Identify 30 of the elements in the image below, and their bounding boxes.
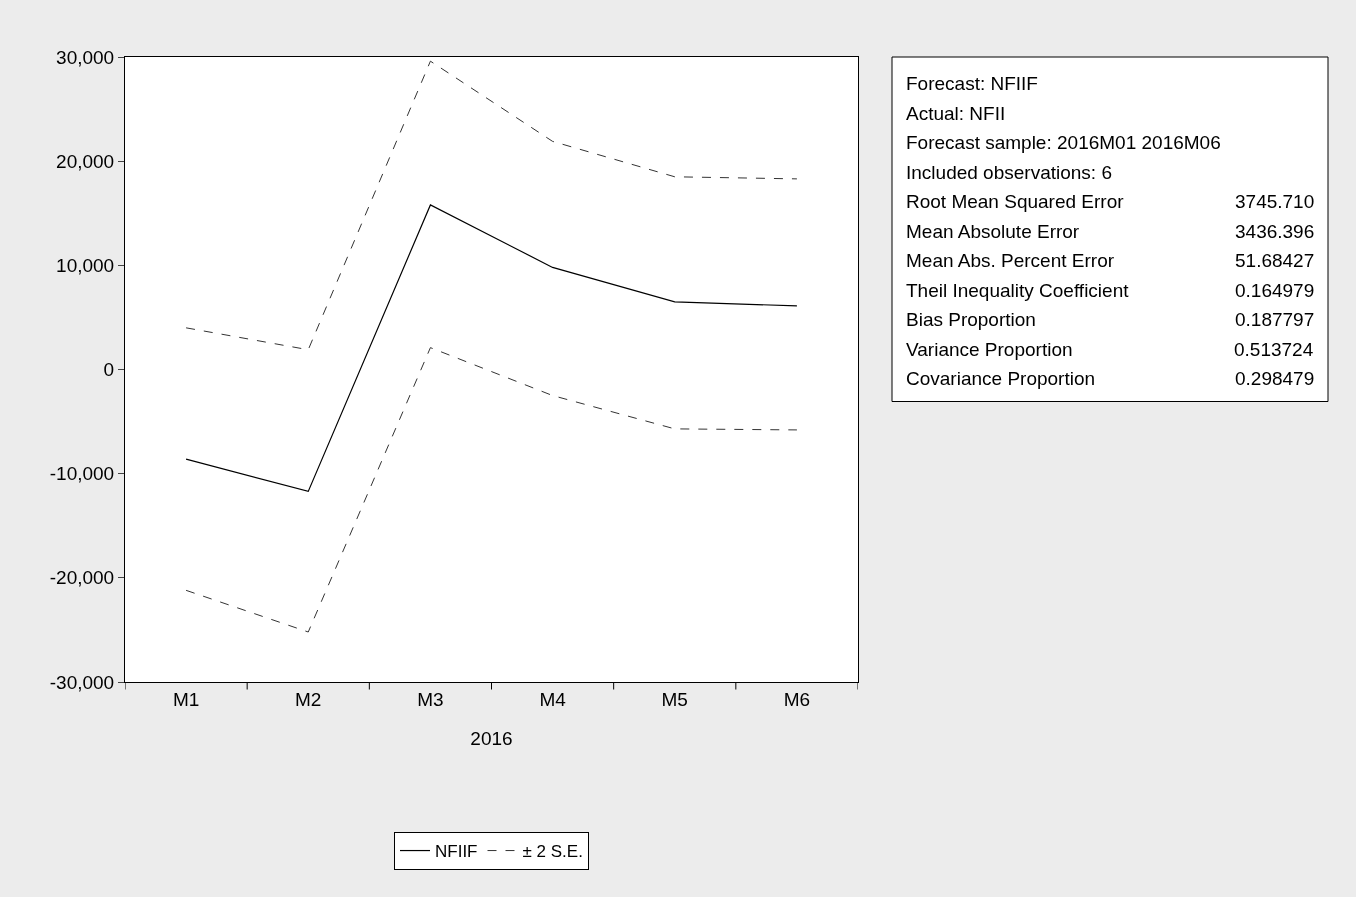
text: Actual: NFII	[906, 103, 1006, 124]
legend-label: ± 2 S.E.	[522, 842, 583, 862]
x-tick-label: M2	[295, 688, 322, 710]
text: Bias Proportion 0.187797	[906, 309, 1315, 330]
text: Covariance Proportion 0.298479	[906, 368, 1315, 389]
text: Forecast sample: 2016M01 2016M06	[906, 132, 1221, 153]
x-tick-label: M3	[417, 688, 444, 710]
y-tick-label: 10,000	[56, 254, 115, 276]
text: Mean Absolute Error 3436.396	[906, 221, 1315, 242]
x-tick-label: M1	[172, 688, 200, 710]
y-tick-label: -30,000	[49, 671, 115, 693]
text: Root Mean Squared Error 3745.710	[906, 191, 1315, 212]
y-tick-label: 20,000	[56, 150, 115, 172]
text: Variance Proportion 0.513724	[906, 339, 1314, 360]
x-axis-title: 2016	[470, 727, 513, 749]
x-tick-label: M4	[539, 688, 567, 710]
x-tick-label: M6	[783, 688, 811, 710]
x-tick-label: M5	[661, 688, 688, 710]
line-series	[185, 347, 798, 633]
y-tick-label: -20,000	[49, 567, 115, 589]
line-series	[185, 60, 798, 351]
y-tick-label: -10,000	[49, 463, 115, 485]
y-tick-label: 0	[103, 359, 115, 381]
legend-label: NFIIF	[435, 842, 478, 862]
text: Theil Inequality Coefficient 0.164979	[906, 280, 1315, 301]
text: Included observations: 6	[906, 162, 1112, 183]
text: Forecast: NFIIF	[906, 73, 1038, 94]
line-series	[185, 204, 798, 492]
y-tick-label: 30,000	[56, 46, 115, 68]
text: Mean Abs. Percent Error 51.68427	[906, 250, 1315, 271]
